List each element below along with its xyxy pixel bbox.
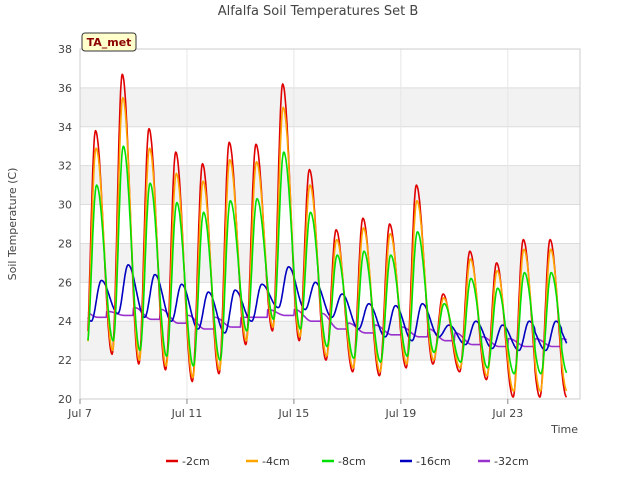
y-axis-label: Soil Temperature (C): [6, 168, 19, 281]
x-tick-label: Jul 15: [278, 407, 310, 420]
legend-item: -8cm: [322, 455, 366, 468]
plot-frame: [79, 48, 581, 400]
y-tick-label: 20: [58, 393, 72, 406]
station-badge-box: [81, 32, 137, 52]
chart-title: Alfalfa Soil Temperatures Set B: [218, 4, 419, 19]
legend-item: -2cm: [166, 455, 210, 468]
x-tick-label: Jul 11: [171, 407, 203, 420]
plot-band: [80, 165, 580, 205]
x-axis-label: Time: [550, 423, 578, 436]
station-badge-label: TA_met: [87, 36, 132, 49]
y-tick-label: 26: [58, 276, 72, 289]
y-tick-label: 38: [58, 43, 72, 56]
x-tick-label: Jul 7: [67, 407, 92, 420]
station-badge: TA_met: [81, 32, 137, 52]
series-line-m16cm: [87, 263, 568, 352]
series-lines: [87, 73, 568, 398]
legend-label: -16cm: [416, 455, 451, 468]
plot-band: [80, 243, 580, 283]
x-axis-ticks: Jul 7 Jul 11 Jul 15 Jul 19 Jul 23: [67, 399, 523, 420]
y-tick-label: 22: [58, 354, 72, 367]
legend-label: -32cm: [494, 455, 529, 468]
x-tick-label: Jul 19: [384, 407, 416, 420]
series-line-m8cm: [87, 145, 568, 375]
legend-label: -8cm: [338, 455, 366, 468]
plot-band: [80, 87, 580, 127]
y-tick-label: 24: [58, 315, 72, 328]
legend-label: -4cm: [262, 455, 290, 468]
legend-item: -32cm: [478, 455, 529, 468]
y-axis-ticks: 20 22 24 26 28 30 32 34 36 38: [58, 43, 72, 406]
legend: -2cm -4cm -8cm -16cm -32cm: [166, 455, 529, 468]
y-tick-label: 34: [58, 121, 72, 134]
x-tick-label: Jul 23: [491, 407, 523, 420]
y-tick-label: 32: [58, 160, 72, 173]
legend-item: -16cm: [400, 455, 451, 468]
legend-item: -4cm: [246, 455, 290, 468]
y-tick-label: 36: [58, 82, 72, 95]
y-tick-label: 28: [58, 237, 72, 250]
y-tick-label: 30: [58, 199, 72, 212]
legend-label: -2cm: [182, 455, 210, 468]
